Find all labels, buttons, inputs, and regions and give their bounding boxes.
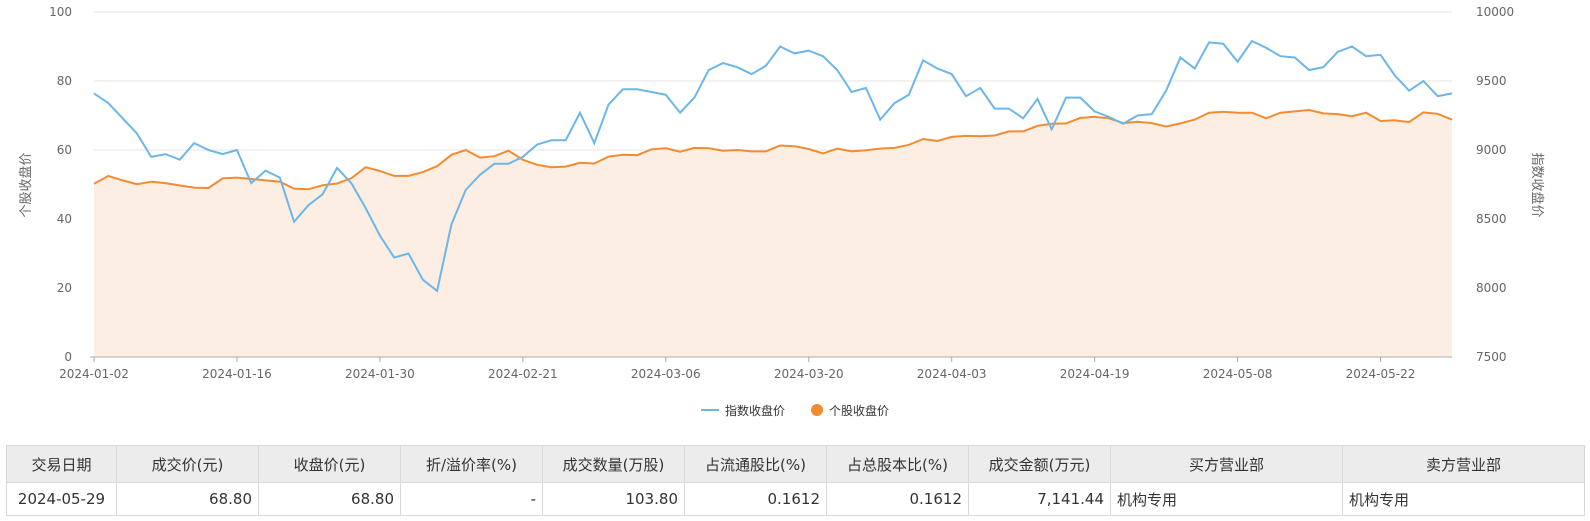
cell-total-ratio: 0.1612 [826,482,969,516]
y-right-tick-label: 10000 [1476,5,1514,19]
header-trade-date: 交易日期 [6,445,117,483]
x-tick-label: 2024-05-08 [1203,367,1273,381]
y-left-tick-label: 80 [57,74,72,88]
cell-volume: 103.80 [542,482,685,516]
header-float-ratio: 占流通股比(%) [684,445,827,483]
legend-label-stock: 个股收盘价 [829,403,890,418]
cell-float-ratio: 0.1612 [684,482,827,516]
cell-trade-date: 2024-05-29 [6,482,117,516]
cell-close-price: 68.80 [258,482,401,516]
cell-premium-rate: - [400,482,543,516]
block-trade-table: 交易日期 成交价(元) 收盘价(元) 折/溢价率(%) 成交数量(万股) 占流通… [6,445,1585,516]
x-tick-label: 2024-05-22 [1346,367,1416,381]
header-seller: 卖方营业部 [1342,445,1585,483]
x-tick-label: 2024-04-03 [917,367,987,381]
legend-item-index[interactable]: 指数收盘价 [700,402,785,419]
index-price-line [93,39,1453,293]
table-header-row: 交易日期 成交价(元) 收盘价(元) 折/溢价率(%) 成交数量(万股) 占流通… [6,445,1585,483]
y-left-tick-label: 60 [57,143,72,157]
chart-axes: 0 20 40 60 80 100 7500 8000 8500 9000 9500 10000 202… [49,5,1514,381]
y-right-tick-label: 8000 [1476,281,1507,295]
y-left-tick-label: 40 [57,212,72,226]
y-right-tick-label: 8500 [1476,212,1507,226]
stock-price-line [93,108,1453,191]
y-left-tick-label: 0 [64,350,72,364]
y-right-tick-label: 9000 [1476,143,1507,157]
y-right-tick-label: 9500 [1476,74,1507,88]
header-amount: 成交金额(万元) [968,445,1111,483]
table-row: 2024-05-29 68.80 68.80 - 103.80 0.1612 0… [6,482,1585,516]
header-premium-rate: 折/溢价率(%) [400,445,543,483]
dot-swatch-icon [811,404,823,416]
x-tick-label: 2024-02-21 [488,367,558,381]
header-trade-price: 成交价(元) [116,445,259,483]
legend-label-index: 指数收盘价 [724,403,785,418]
chart-legend: 指数收盘价 个股收盘价 [0,400,1590,420]
y-left-axis-label: 个股收盘价 [18,152,34,217]
y-left-tick-label: 20 [57,281,72,295]
price-chart: 0 20 40 60 80 100 7500 8000 8500 9000 9500 10000 202… [18,5,1545,381]
cell-seller: 机构专用 [1342,482,1585,516]
x-tick-label: 2024-01-02 [59,367,129,381]
y-right-axis-label: 指数收盘价 [1529,152,1545,217]
line-swatch-icon [700,409,719,411]
y-left-tick-label: 100 [49,5,72,19]
x-tick-label: 2024-01-30 [345,367,415,381]
header-close-price: 收盘价(元) [258,445,401,483]
x-tick-label: 2024-01-16 [202,367,272,381]
x-tick-label: 2024-03-06 [631,367,701,381]
header-volume: 成交数量(万股) [542,445,685,483]
cell-buyer: 机构专用 [1110,482,1343,516]
y-right-tick-label: 7500 [1476,350,1507,364]
header-total-ratio: 占总股本比(%) [826,445,969,483]
stock-price-area [94,110,1452,357]
x-tick-label: 2024-04-19 [1060,367,1130,381]
cell-amount: 7,141.44 [968,482,1111,516]
legend-item-stock[interactable]: 个股收盘价 [811,402,889,419]
x-tick-label: 2024-03-20 [774,367,844,381]
header-buyer: 买方营业部 [1110,445,1343,483]
cell-trade-price: 68.80 [116,482,259,516]
